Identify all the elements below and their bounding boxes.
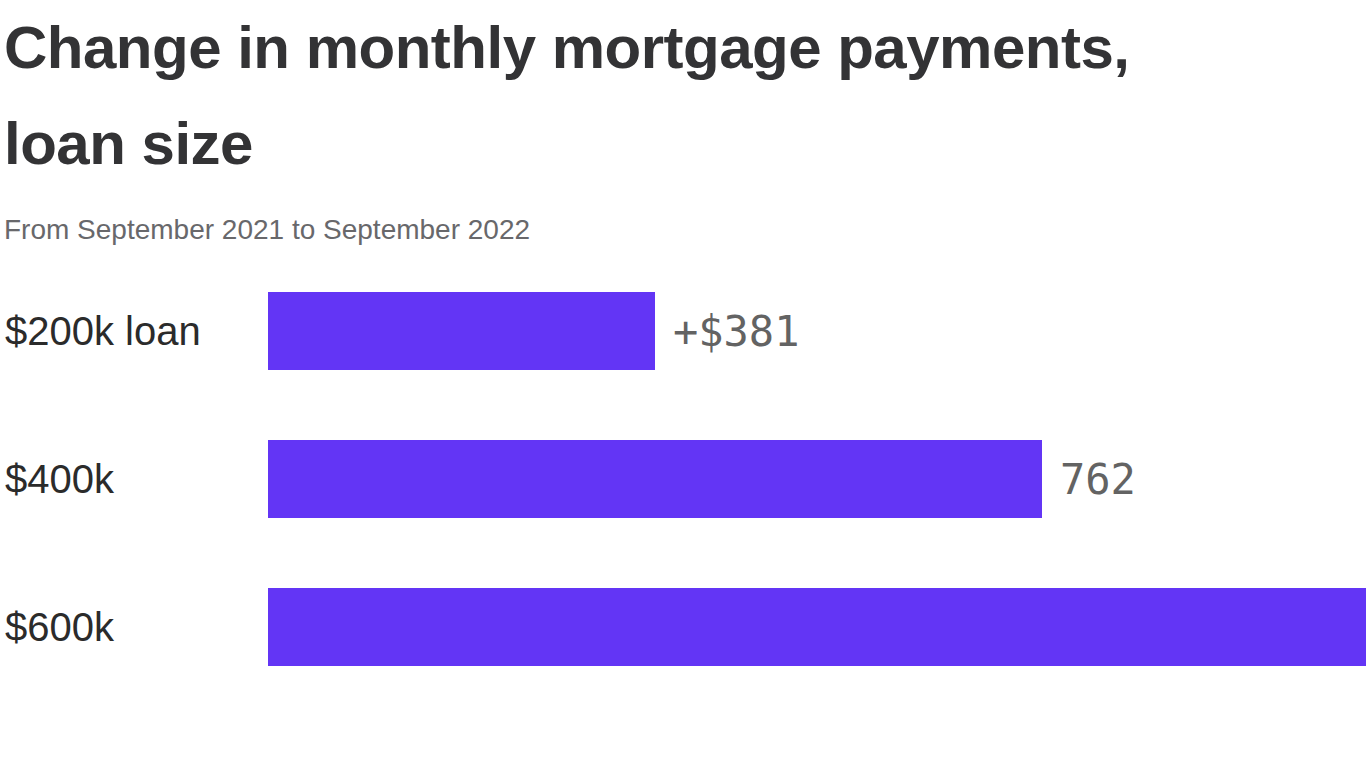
chart-title-line2: loan size	[4, 96, 1366, 192]
chart-row: $600k	[0, 588, 1366, 666]
bar	[268, 292, 655, 370]
chart-subtitle: From September 2021 to September 2022	[0, 214, 1366, 246]
category-label: $200k loan	[5, 309, 201, 354]
category-label: $400k	[5, 457, 114, 502]
value-label: 762	[1060, 455, 1136, 504]
bar	[268, 440, 1042, 518]
chart-row: $400k 762	[0, 440, 1366, 518]
bar	[268, 588, 1366, 666]
chart-title: Change in monthly mortgage payments, loa…	[0, 0, 1366, 192]
value-label: +$381	[673, 307, 799, 356]
category-label: $600k	[5, 605, 114, 650]
chart-title-line1: Change in monthly mortgage payments,	[4, 0, 1366, 96]
chart-row: $200k loan +$381	[0, 292, 1366, 370]
chart-card: Change in monthly mortgage payments, loa…	[0, 0, 1366, 768]
